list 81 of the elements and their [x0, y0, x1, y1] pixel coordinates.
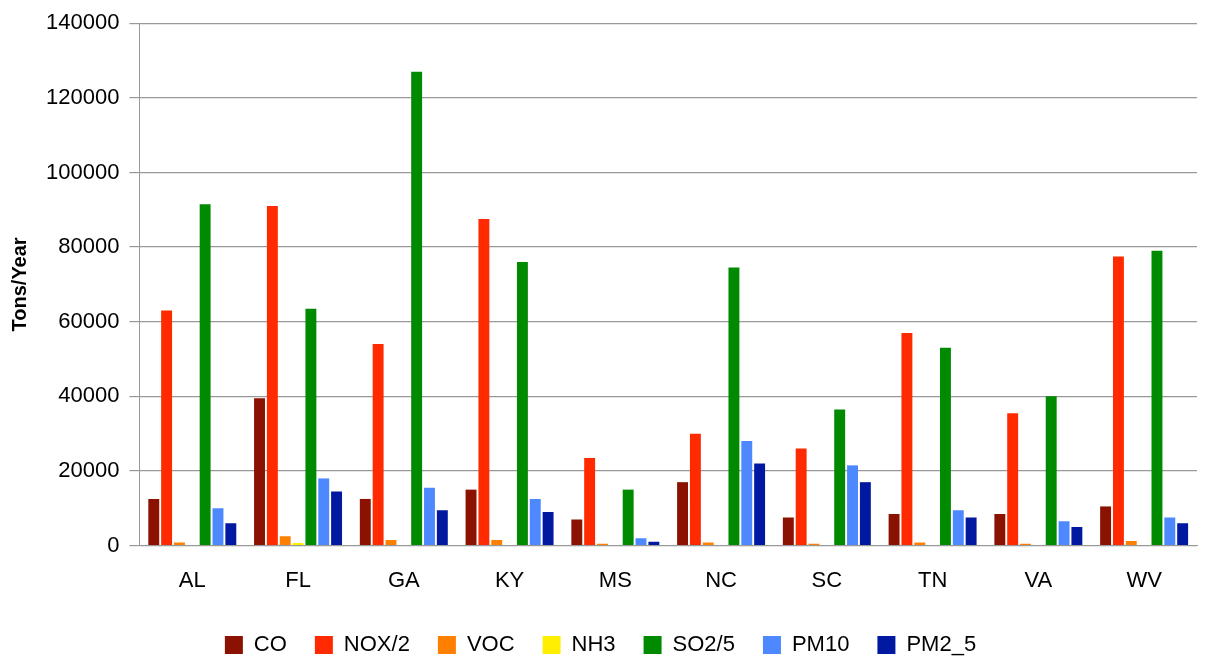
bar: [728, 267, 740, 545]
bar: [516, 262, 528, 545]
bar: [372, 344, 384, 545]
bar: [436, 510, 448, 545]
bar: [689, 433, 701, 545]
bar: [1071, 526, 1083, 545]
bar: [161, 310, 173, 545]
bar: [859, 482, 871, 545]
bar: [834, 409, 846, 545]
bar: [754, 463, 766, 545]
bar: [741, 441, 753, 545]
y-tick-label: 0: [107, 531, 120, 557]
legend-label: NOX/2: [343, 631, 410, 657]
bar: [305, 308, 317, 545]
legend-label: NH3: [571, 631, 616, 657]
bar: [622, 489, 634, 545]
bar: [331, 491, 343, 545]
bar: [491, 540, 503, 545]
bar: [1112, 256, 1124, 545]
bar: [1151, 250, 1163, 545]
bar: [529, 498, 541, 545]
bar: [965, 517, 977, 545]
bar: [254, 398, 265, 545]
legend-label: PM10: [791, 631, 850, 657]
y-tick-label: 140000: [45, 9, 120, 35]
bar: [478, 219, 490, 545]
x-tick-label: FL: [285, 566, 311, 592]
legend-label: VOC: [466, 631, 515, 657]
bar: [424, 487, 435, 545]
y-tick-label: 60000: [58, 307, 120, 333]
y-tick-label: 100000: [45, 158, 120, 184]
bar: [1045, 396, 1057, 545]
bar: [795, 448, 807, 545]
bar: [542, 512, 554, 545]
bar: [677, 482, 689, 545]
x-tick-label: SC: [811, 566, 843, 592]
bar: [939, 347, 951, 545]
bar: [782, 517, 794, 545]
bar: [994, 513, 1006, 545]
x-tick-label: KY: [494, 566, 525, 592]
y-tick-label: 40000: [58, 382, 120, 408]
bar: [359, 498, 371, 545]
bar: [571, 519, 583, 545]
bar: [1100, 506, 1112, 545]
bar: [385, 540, 397, 545]
bar: [1164, 517, 1176, 545]
legend-label: CO: [253, 631, 287, 657]
y-axis-title: Tons/Year: [7, 237, 30, 332]
bar: [225, 523, 237, 545]
bar: [199, 204, 211, 545]
bar: [901, 332, 913, 545]
x-tick-label: NC: [705, 566, 738, 592]
bar: [318, 478, 330, 545]
bar: [292, 542, 304, 545]
x-tick-label: WV: [1126, 566, 1163, 592]
bar: [584, 457, 596, 545]
bar: [1007, 413, 1019, 545]
bar: [212, 508, 224, 545]
bar: [635, 538, 647, 545]
y-tick-label: 120000: [45, 83, 120, 109]
x-tick-label: MS: [598, 566, 632, 592]
bar: [148, 498, 160, 545]
legend-label: SO2/5: [672, 631, 735, 657]
bar: [952, 510, 964, 545]
legend-label: PM2_5: [906, 631, 977, 657]
x-tick-label: AL: [178, 566, 206, 592]
bar: [279, 536, 291, 545]
x-tick-label: GA: [387, 566, 421, 592]
bar: [648, 541, 660, 545]
x-tick-label: TN: [917, 566, 948, 592]
bar: [888, 513, 900, 545]
bar: [266, 206, 278, 545]
x-tick-label: VA: [1024, 566, 1053, 592]
bar: [1058, 521, 1070, 545]
y-tick-label: 20000: [58, 457, 120, 483]
bar: [465, 489, 477, 545]
bar: [847, 465, 858, 545]
y-tick-label: 80000: [58, 233, 120, 259]
bar: [1125, 541, 1137, 545]
bar: [1177, 523, 1189, 545]
bar: [411, 71, 423, 545]
